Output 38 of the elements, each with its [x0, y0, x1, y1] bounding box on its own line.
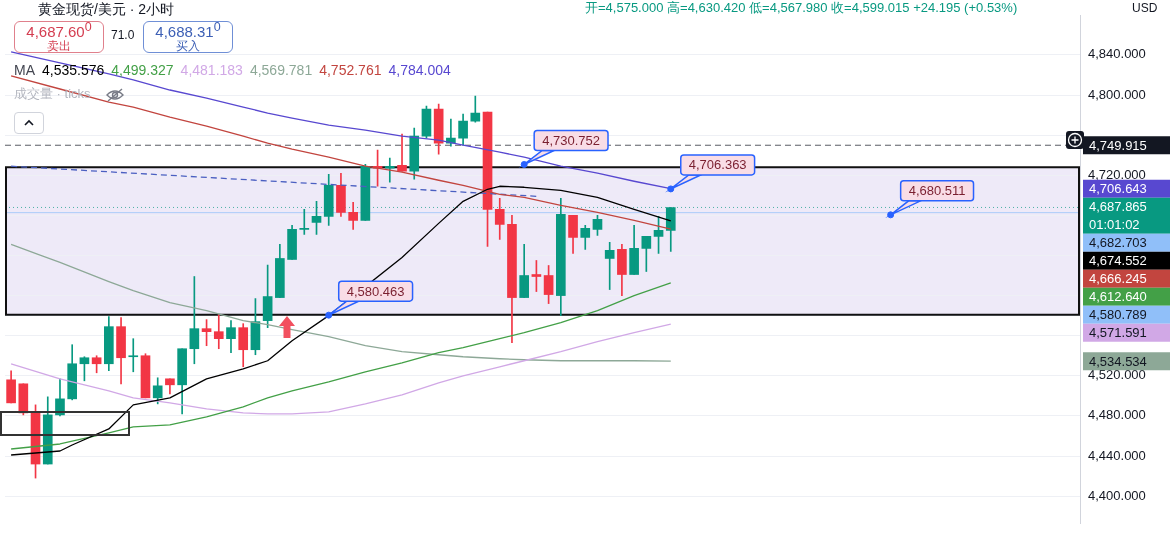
- text: 4,752.761: [319, 62, 382, 78]
- chart-title: 黄金现货/美元 · 2小时: [38, 1, 175, 18]
- text: 4,666.245: [1089, 271, 1147, 287]
- text: 4,534.534: [1089, 353, 1147, 369]
- y-tick-label: 4,440.000: [1088, 447, 1146, 463]
- legend-title: MA: [14, 62, 35, 78]
- text: 4,674.552: [1089, 253, 1147, 269]
- text: 4,499.327: [111, 62, 174, 78]
- text: 4,784.004: [388, 62, 451, 78]
- ref-line-label: 4,687.865 01:01:02: [1089, 199, 1147, 233]
- sell-button: 4,687.60$^{0}$ 卖出: [14, 21, 104, 53]
- text: 4,569.781: [249, 62, 313, 78]
- y-tick-label: 4,400.000: [1088, 487, 1146, 503]
- text: USD: [1132, 1, 1158, 16]
- data-label: 4,706.363: [688, 157, 747, 173]
- text: 4,706.643: [1089, 181, 1147, 197]
- y-tick-label: 4,800.000: [1088, 86, 1146, 102]
- annotation: 71.0: [111, 28, 135, 43]
- buy-button: 4,688.31$^{0}$ 买入: [143, 21, 233, 53]
- data-label: 4,730.752: [542, 133, 601, 149]
- annotation: 4,687.60$^{0}$: [26, 19, 92, 40]
- ref-line-label: 4,580.789: [1089, 307, 1147, 323]
- text: 4,571.591: [1089, 325, 1147, 341]
- text: 4,481.183: [180, 62, 243, 78]
- y-tick-label: 4,840.000: [1088, 46, 1146, 62]
- annotation: 卖出: [47, 39, 71, 55]
- text: 4,535.576: [42, 62, 105, 78]
- annotation: 4,688.31$^{0}$: [155, 19, 221, 40]
- text: 开=4,575.000 高=4,630.420 低=4,567.980 收=4,599.015 +24.195 (+0.53%): [585, 0, 1018, 16]
- annotation: 买入: [176, 39, 200, 55]
- ref-line-label: 4,682.703: [1089, 235, 1147, 251]
- text: 4,612.640: [1089, 289, 1147, 305]
- ref-line-label: 4,749.915: [1089, 137, 1147, 153]
- y-tick-label: 4,480.000: [1088, 407, 1146, 423]
- y-tick-label: 4,720.000: [1088, 166, 1146, 182]
- y-tick-label: 4,520.000: [1088, 367, 1146, 383]
- data-label: 4,580.463: [346, 283, 405, 299]
- data-label: 4,680.511: [908, 183, 966, 199]
